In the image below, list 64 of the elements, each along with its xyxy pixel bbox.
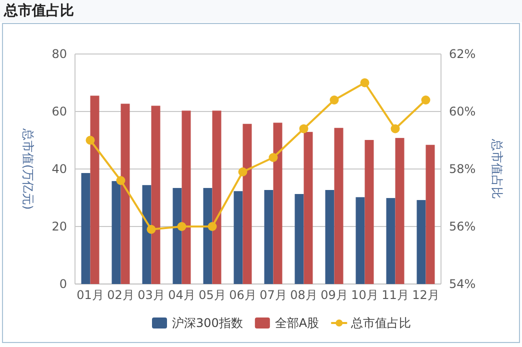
x-tick-label: 09月 [320, 288, 348, 302]
x-tick-label: 02月 [107, 288, 134, 302]
bar [426, 144, 435, 284]
y2-tick-label: 60% [449, 104, 476, 118]
bar [234, 191, 243, 284]
y2-tick-label: 58% [449, 162, 476, 176]
bar [172, 188, 182, 284]
x-tick-label: 03月 [138, 288, 165, 302]
bar [264, 190, 274, 284]
y-tick-label: 0 [59, 277, 67, 291]
point [268, 153, 278, 162]
bar [212, 110, 222, 284]
y-tick-label: 20 [52, 220, 67, 234]
bar [112, 181, 121, 284]
bar [304, 132, 313, 284]
x-tick-label: 01月 [76, 288, 104, 302]
x-tick-label: 12月 [412, 288, 440, 302]
bar [334, 128, 344, 284]
y-tick-label: 80 [52, 47, 67, 61]
y2-axis-title: 总市值占比 [490, 138, 504, 199]
x-tick-label: 07月 [260, 288, 287, 302]
bar [203, 188, 212, 284]
point [177, 222, 186, 231]
y-axis-title: 总市值(万亿元) [21, 127, 35, 210]
x-tick-label: 05月 [198, 288, 226, 302]
legend-label: 全部A股 [274, 316, 320, 330]
x-tick-label: 10月 [351, 288, 378, 302]
y-tick-label: 60 [52, 104, 67, 118]
y-tick-label: 40 [52, 162, 67, 176]
y2-tick-label: 54% [449, 277, 476, 291]
bar [386, 198, 396, 284]
x-tick-label: 08月 [290, 288, 318, 302]
point [238, 167, 248, 176]
point [146, 224, 156, 234]
point [360, 78, 370, 88]
y2-tick-label: 56% [449, 220, 476, 234]
point [86, 136, 95, 145]
y2-tick-label: 62% [449, 47, 476, 61]
bar [142, 185, 152, 284]
legend-label: 总市值占比 [350, 316, 412, 330]
point [299, 124, 308, 134]
point [330, 96, 339, 104]
bar [416, 200, 426, 284]
point [116, 176, 126, 185]
x-tick-label: 11月 [382, 288, 409, 302]
bar [364, 140, 374, 284]
x-tick-label: 04月 [168, 288, 196, 302]
chart-title: 总市值占比 [3, 2, 74, 19]
bar [120, 104, 130, 284]
bar [294, 194, 304, 284]
point [390, 124, 400, 134]
bar [395, 138, 404, 284]
bar [90, 96, 100, 284]
bar [356, 197, 365, 284]
point [208, 222, 217, 231]
legend-label: 沪深300指数 [172, 316, 243, 330]
bar [242, 124, 252, 284]
bar [151, 106, 160, 284]
x-tick-label: 06月 [229, 288, 256, 302]
point [421, 96, 430, 104]
bar [273, 122, 282, 284]
bar [325, 190, 334, 284]
bar [81, 173, 90, 284]
bar [182, 110, 191, 284]
